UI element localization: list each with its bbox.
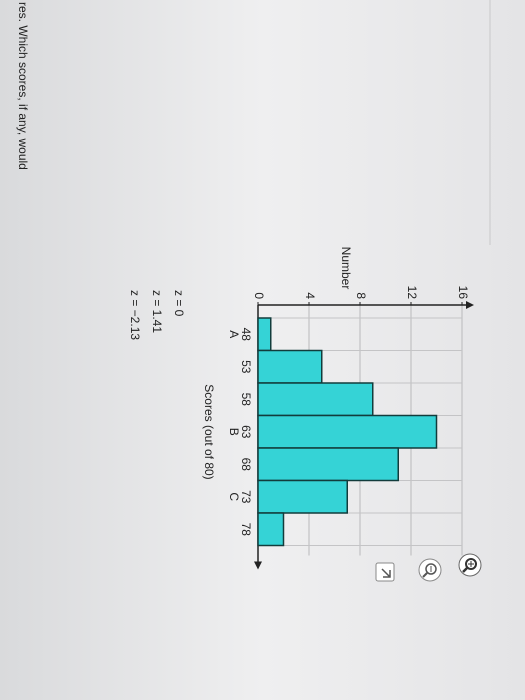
x-tick-label: 78: [239, 523, 253, 537]
question-text: res. Which scores, if any, would: [16, 2, 30, 170]
y-tick-label: 8: [354, 292, 368, 299]
bar: [257, 447, 399, 482]
bar: [257, 414, 438, 449]
x-tick-label: 48: [239, 328, 253, 342]
bar: [257, 479, 348, 514]
bar: [257, 317, 272, 352]
x-tick-label: 63: [239, 425, 253, 439]
x-axis-label: Scores (out of 80): [202, 384, 216, 479]
zoom-out-button[interactable]: [418, 558, 442, 582]
x-tick-label: 73: [239, 490, 253, 504]
marker-label: B: [227, 428, 241, 436]
x-tick-label: 68: [239, 458, 253, 472]
z-score: z = 0: [172, 290, 186, 317]
marker-label: A: [227, 330, 241, 338]
y-tick-label: 0: [252, 292, 266, 299]
rotated-view: res. Which scores, if any, would Number …: [16, 0, 491, 582]
y-tick-label: 12: [405, 286, 419, 300]
y-tick-label: 16: [456, 286, 470, 300]
y-axis-arrow: [466, 301, 474, 309]
x-tick-label: 58: [239, 393, 253, 407]
bar: [257, 512, 285, 547]
bar: [257, 382, 374, 417]
x-tick-label: 53: [239, 360, 253, 374]
x-axis-arrow: [254, 561, 262, 570]
y-axis-label: Number: [339, 247, 353, 290]
popout-button[interactable]: [375, 562, 395, 582]
bar: [257, 349, 323, 384]
y-tick-label: 4: [303, 292, 317, 299]
zoom-in-button[interactable]: [458, 553, 482, 577]
z-score: z = 1.41: [150, 290, 164, 333]
marker-label: C: [227, 492, 241, 501]
z-score: z = −2.13: [128, 290, 142, 340]
